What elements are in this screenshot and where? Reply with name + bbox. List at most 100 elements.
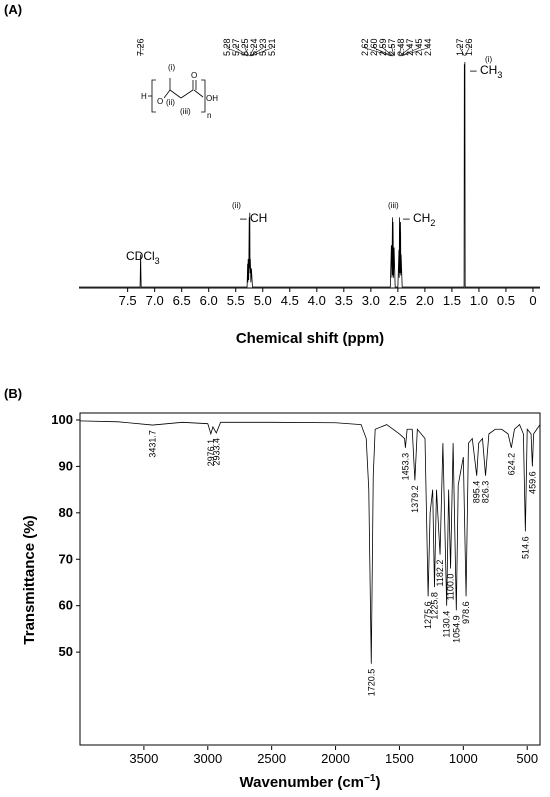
plot-frame xyxy=(79,412,541,746)
peak-label: 1100.0 xyxy=(446,574,456,601)
x-tick-label: 2.5 xyxy=(389,293,407,308)
peak-connector xyxy=(364,47,392,57)
annotation: (iii) xyxy=(388,201,399,210)
annotation-sub: 2 xyxy=(430,218,435,228)
peak-label: 1379.2 xyxy=(410,485,420,513)
peak-connector xyxy=(249,47,255,57)
peak-connector xyxy=(391,47,395,57)
peak-label: 1720.5 xyxy=(366,669,376,697)
x-tick-label: 1.0 xyxy=(470,293,488,308)
structure-label: OH xyxy=(206,94,218,103)
x-axis-label-sup: −1 xyxy=(364,773,376,784)
peak-connector xyxy=(398,47,402,57)
y-tick-label: 70 xyxy=(59,551,73,566)
peak-connector xyxy=(464,47,470,57)
peak-label: 826.3 xyxy=(481,481,491,504)
peak-label: 2976.1 xyxy=(206,439,216,467)
peak-label: 2933.4 xyxy=(211,438,221,466)
peak-connector xyxy=(250,47,264,57)
spectrum-line xyxy=(79,420,541,664)
bond xyxy=(163,89,171,99)
peak-label: 1182.2 xyxy=(435,560,445,587)
y-tick-label: 50 xyxy=(59,644,73,659)
annotation: – CH2 xyxy=(403,211,435,228)
structure-label: n xyxy=(207,111,211,120)
annotation: (i) xyxy=(485,55,492,64)
x-tick-label: 2000 xyxy=(321,751,350,766)
x-tick-label: 0 xyxy=(529,293,536,308)
peak-connector xyxy=(235,47,249,57)
bond xyxy=(169,89,182,99)
x-tick-label: 7.5 xyxy=(119,293,137,308)
x-tick-label: 6.0 xyxy=(200,293,218,308)
peak-label: 1054.9 xyxy=(451,615,461,643)
annotation: (ii) xyxy=(232,201,241,210)
x-tick-label: 1000 xyxy=(449,751,478,766)
y-tick-label: 60 xyxy=(59,598,73,613)
peak-label: 1130.4 xyxy=(442,611,452,638)
peak-label: 514.6 xyxy=(520,536,530,559)
peak-label: 978.6 xyxy=(461,601,471,624)
x-tick-label: 2.0 xyxy=(416,293,434,308)
structure-label: (ii) xyxy=(166,98,175,107)
annotation: – CH xyxy=(240,211,267,225)
peak-label: 1453.3 xyxy=(400,453,410,481)
y-tick-label: 100 xyxy=(51,412,73,427)
peak-connector xyxy=(226,47,248,57)
peak-connector xyxy=(373,47,393,57)
x-tick-label: 1.5 xyxy=(443,293,461,308)
peak-label: 459.6 xyxy=(527,471,537,494)
panel-label: (A) xyxy=(4,2,22,17)
peak-label: 3431.7 xyxy=(148,430,158,458)
x-tick-label: 500 xyxy=(516,751,538,766)
x-tick-label: 5.5 xyxy=(227,293,245,308)
peak-connector xyxy=(244,47,250,57)
peak-label: 1275.6 xyxy=(423,601,433,629)
annotation-text: – CH xyxy=(403,211,430,225)
x-axis-label-text: Wavenumber (cm xyxy=(240,774,364,791)
bond xyxy=(193,89,204,98)
peak-connector xyxy=(459,47,465,57)
bracket xyxy=(201,79,206,113)
y-tick-label: 80 xyxy=(59,505,73,520)
structure-label: (i) xyxy=(168,63,175,72)
x-tick-label: 3500 xyxy=(129,751,158,766)
bracket xyxy=(151,79,156,113)
bond xyxy=(180,89,194,99)
y-axis-label: Transmittance (%) xyxy=(21,515,38,644)
x-tick-label: 4.5 xyxy=(281,293,299,308)
x-axis-label: Chemical shift (ppm) xyxy=(236,330,384,347)
structure-label: (iii) xyxy=(180,107,191,116)
annotation: – CH3 xyxy=(470,63,502,80)
peak-connector xyxy=(399,47,411,57)
peak-label: 895.4 xyxy=(472,481,482,504)
peak-label: 624.2 xyxy=(506,453,516,476)
x-tick-label: 7.0 xyxy=(146,293,164,308)
peak-connector xyxy=(401,47,428,57)
x-tick-label: 6.5 xyxy=(173,293,191,308)
peak-connector xyxy=(400,47,419,57)
y-tick-label: 90 xyxy=(59,458,73,473)
x-axis-label-text: ) xyxy=(375,774,380,791)
x-axis-label: Wavenumber (cm−1) xyxy=(240,773,381,791)
x-tick-label: 4.0 xyxy=(308,293,326,308)
structure-label: O xyxy=(157,97,163,106)
x-tick-label: 0.5 xyxy=(497,293,515,308)
structure-label: H xyxy=(141,92,147,101)
x-tick-label: 3.0 xyxy=(362,293,380,308)
annotation: CDCl3 xyxy=(126,249,160,266)
x-tick-label: 3.5 xyxy=(335,293,353,308)
x-tick-label: 5.0 xyxy=(254,293,272,308)
x-tick-label: 2500 xyxy=(257,751,286,766)
x-tick-label: 1500 xyxy=(385,751,414,766)
annotation-sub: 3 xyxy=(155,256,160,266)
panel-label: (B) xyxy=(4,386,22,401)
spectrum-line xyxy=(79,61,540,288)
structure xyxy=(148,78,206,113)
peak-connector xyxy=(251,47,273,57)
structure-label: O xyxy=(191,71,197,80)
peak-label: 1225.8 xyxy=(429,592,439,620)
peak-connector xyxy=(382,47,394,57)
annotation-text: – CH xyxy=(470,63,497,77)
